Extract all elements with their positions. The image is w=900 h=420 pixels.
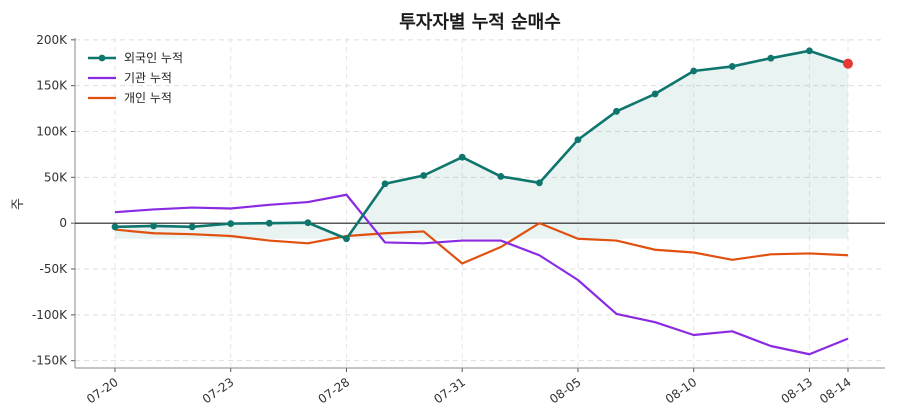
y-tick-label: 200K bbox=[36, 33, 68, 47]
y-tick-label: -50K bbox=[40, 262, 69, 276]
y-tick-label: 100K bbox=[36, 125, 68, 139]
data-point bbox=[304, 219, 312, 227]
data-point bbox=[613, 107, 620, 115]
legend-label: 기관 누적 bbox=[124, 71, 172, 85]
data-point bbox=[111, 223, 119, 231]
grid-layer bbox=[75, 38, 885, 368]
series-fill-area bbox=[115, 50, 848, 239]
data-point bbox=[188, 223, 196, 231]
legend-label: 개인 누적 bbox=[124, 91, 172, 105]
data-point bbox=[574, 136, 582, 144]
chart-title: 투자자별 누적 순매수 bbox=[399, 12, 561, 33]
data-point bbox=[150, 222, 157, 230]
series-line bbox=[114, 193, 849, 356]
legend-label: 외국인 누적 bbox=[124, 51, 183, 65]
data-point bbox=[458, 153, 466, 161]
data-point bbox=[343, 235, 350, 243]
data-point bbox=[420, 172, 428, 179]
fill-layer bbox=[115, 50, 848, 239]
data-point bbox=[806, 47, 813, 55]
last-point-highlight bbox=[843, 58, 853, 69]
data-point bbox=[690, 67, 698, 75]
data-point bbox=[728, 63, 736, 70]
series-line bbox=[114, 49, 849, 241]
series-line bbox=[114, 222, 849, 265]
y-tick-label: -100K bbox=[32, 308, 68, 322]
y-tick-label: 0 bbox=[59, 216, 67, 230]
series-layer bbox=[111, 47, 853, 356]
data-point bbox=[497, 173, 505, 180]
data-point bbox=[265, 219, 273, 227]
data-point bbox=[227, 220, 235, 228]
data-point bbox=[381, 180, 389, 188]
y-tick-label: 50K bbox=[44, 170, 68, 184]
data-point bbox=[767, 54, 775, 62]
y-axis-label: 주 bbox=[11, 198, 26, 210]
y-tick-label: 150K bbox=[36, 79, 68, 93]
legend-marker bbox=[98, 54, 106, 62]
data-point bbox=[651, 90, 659, 98]
data-point bbox=[535, 179, 543, 187]
y-tick-label: -150K bbox=[32, 354, 68, 368]
